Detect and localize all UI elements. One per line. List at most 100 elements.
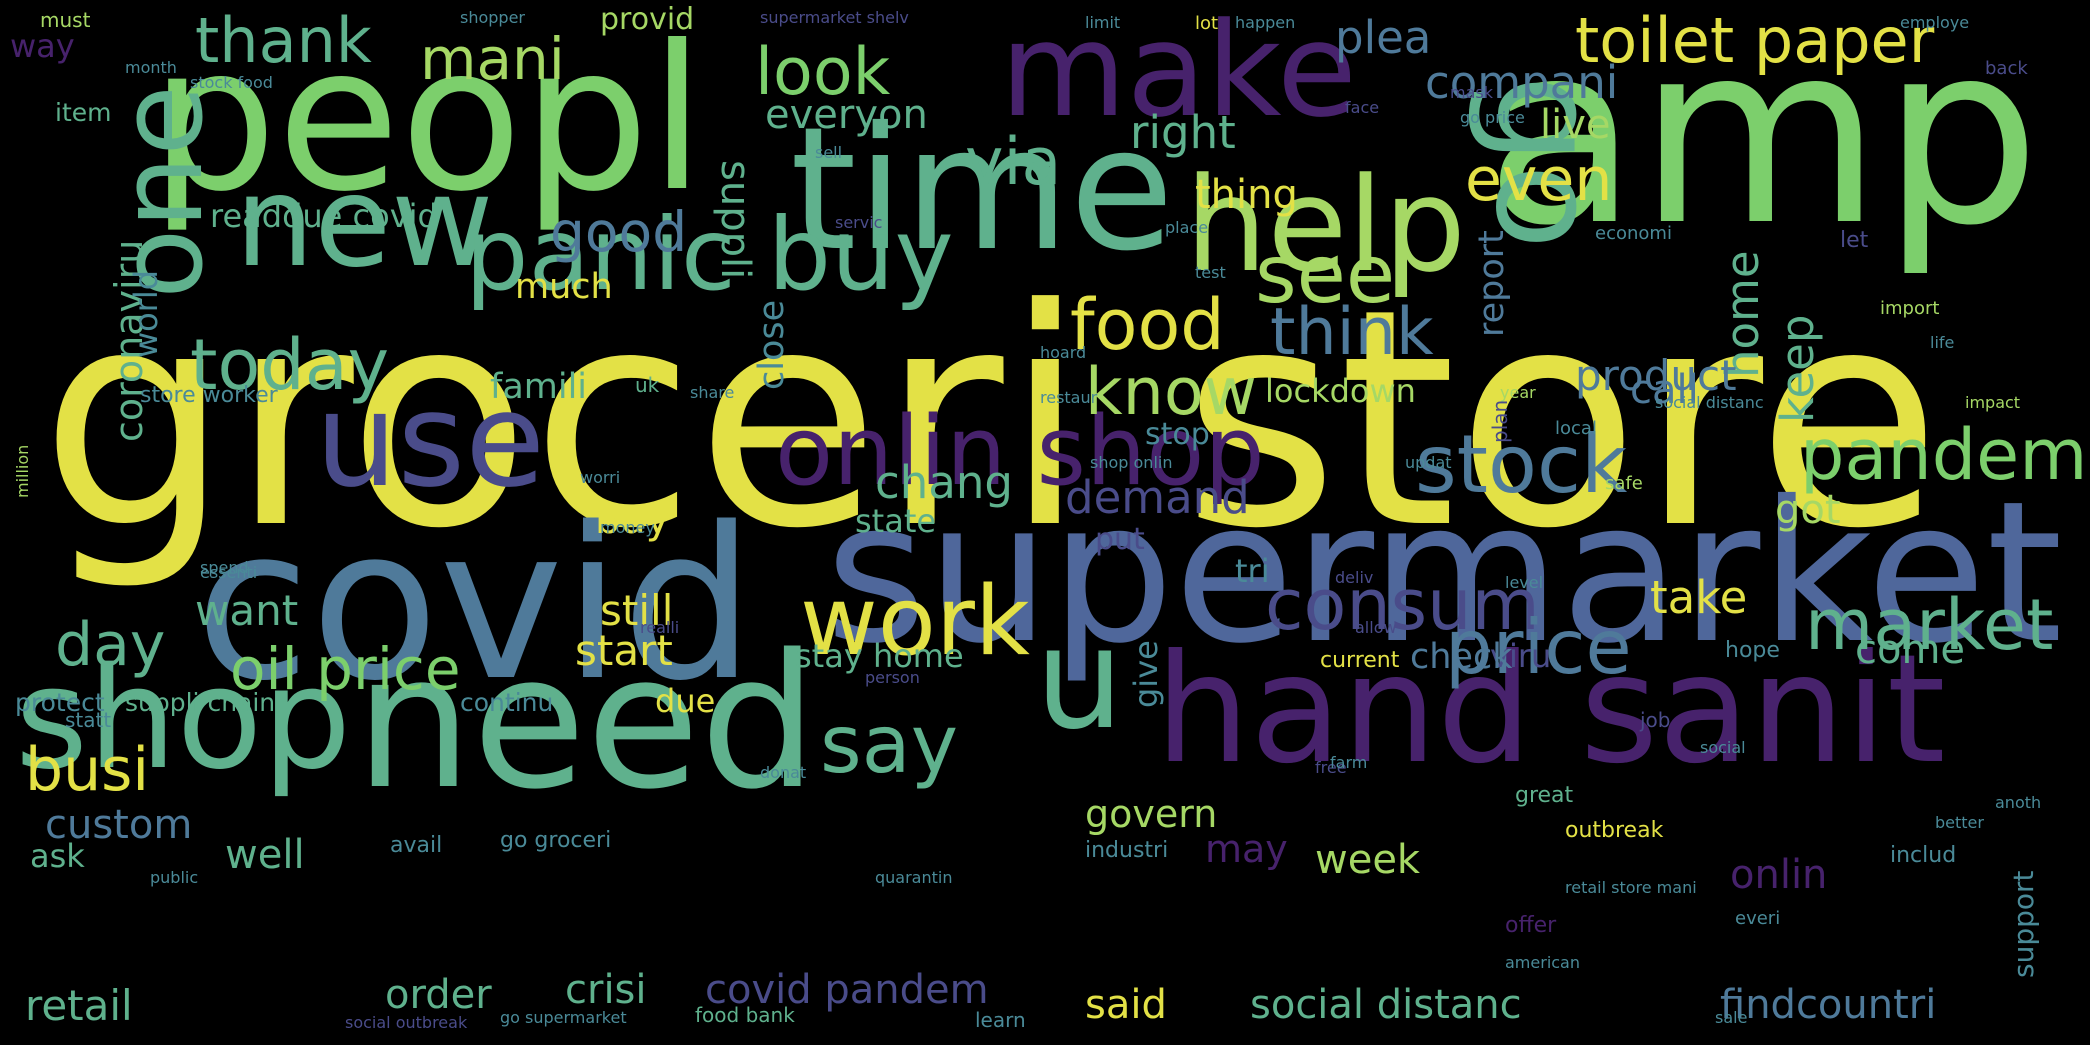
word-today: today <box>190 324 390 406</box>
word-safe: safe <box>1605 473 1643 494</box>
word-much: much <box>515 267 613 307</box>
word-consum: consum <box>1265 564 1540 646</box>
word-market: market <box>1805 584 2054 666</box>
word-let: let <box>1840 228 1869 253</box>
word-delive: deliv <box>1335 568 1374 587</box>
word-busi: busi <box>25 735 150 805</box>
word-hope: hope <box>1725 638 1780 663</box>
word-viru: viru <box>1490 637 1552 675</box>
word-essenti: essenti <box>200 563 258 582</box>
word-work: work <box>800 567 1030 677</box>
word-know: know <box>1085 355 1257 430</box>
word-sell: sell <box>815 143 843 162</box>
word-got: got <box>1775 487 1841 533</box>
word-week: week <box>1315 837 1421 883</box>
word-life: life <box>1930 333 1955 352</box>
word-place: place <box>1165 218 1209 237</box>
word-quarantin: quarantin <box>875 868 953 887</box>
word-go-price: go price <box>1460 108 1525 127</box>
word-call: call <box>1630 367 1699 413</box>
word-share: share <box>690 383 735 402</box>
word-industri: industri <box>1085 838 1169 863</box>
word-covid: covid <box>195 482 755 727</box>
word-outbreak: outbreak <box>1565 818 1664 843</box>
word-employe: employe <box>1900 13 1970 32</box>
word-look: look <box>755 35 891 110</box>
word-million: million <box>13 444 32 498</box>
word-toilet-paper: toilet paper <box>1575 4 1935 77</box>
word-start: start <box>575 626 673 675</box>
word-hoard: hoard <box>1040 343 1087 362</box>
word-avail: avail <box>390 833 443 858</box>
word-item: item <box>55 98 112 127</box>
word-thing: thing <box>1195 172 1298 218</box>
word-help: help <box>1185 149 1467 301</box>
word-year: year <box>1500 383 1536 402</box>
word-social-small2: social <box>1700 738 1746 757</box>
word-go-supermarket: go supermarket <box>500 1008 627 1027</box>
word-social-distanc-small: social distanc <box>1655 393 1764 412</box>
word-public: public <box>150 868 199 887</box>
word-check: check <box>1410 637 1513 677</box>
word-time: time <box>790 91 1175 289</box>
word-make: make <box>1000 0 1357 146</box>
word-retail: retail <box>25 981 133 1030</box>
word-onlin-small: onlin <box>1730 852 1828 898</box>
word-worri: worri <box>580 468 621 487</box>
word-plan: plan <box>1488 399 1512 443</box>
word-import: import <box>1880 298 1940 319</box>
word-anoth: anoth <box>1995 793 2042 812</box>
word-come: come <box>1855 627 1966 673</box>
word-money: money <box>600 518 655 537</box>
word-amp: amp <box>1485 0 2041 280</box>
word-impact: impact <box>1965 393 2021 412</box>
word-oil-price: oil price <box>230 635 461 703</box>
word-statt: statt <box>65 708 112 732</box>
word-buy: buy <box>595 497 670 543</box>
word-store-worker: store worker <box>140 383 278 408</box>
word-thank: thank <box>195 4 372 77</box>
word-price: price <box>1445 603 1632 691</box>
word-suppli: suppli <box>712 160 758 280</box>
word-supermarket-shelv: supermarket shelv <box>760 8 909 27</box>
word-donat: donat <box>760 763 807 782</box>
word-readdue-covid: readdue covid <box>210 197 438 235</box>
word-local: local <box>1555 418 1597 439</box>
word-ever: everi <box>1735 908 1781 929</box>
word-give: give <box>1127 640 1165 708</box>
word-continu: continu <box>460 688 554 717</box>
word-crisi: crisi <box>565 967 647 1013</box>
word-new: new <box>235 150 494 295</box>
word-shopper: shopper <box>460 8 525 27</box>
word-shop-onlin: shop onlin <box>1090 453 1173 472</box>
word-findcountri: findcountri <box>1720 982 1937 1028</box>
word-world: world <box>127 269 165 358</box>
word-uk: uk <box>635 373 660 397</box>
word-everyon: everyon <box>765 92 928 138</box>
word-support: support <box>2007 870 2040 978</box>
word-updat: updat <box>1405 453 1452 472</box>
word-panic-buy: panic buy <box>465 196 954 313</box>
word-take: take <box>1650 571 1748 624</box>
word-demand: demand <box>1065 471 1250 524</box>
word-supermarket: supermarket <box>825 459 2063 686</box>
word-restaur: restaur <box>1040 388 1098 407</box>
word-mani: mani <box>420 25 565 93</box>
word-go-groceri: go groceri <box>500 828 612 853</box>
word-allow: allow <box>1355 618 1397 637</box>
word-put: put <box>1095 522 1145 557</box>
word-peopl: peopl <box>150 3 705 236</box>
word-stock: stock <box>1415 418 1628 511</box>
word-say: say <box>820 698 959 791</box>
word-well: well <box>225 832 305 878</box>
word-spend: spend <box>200 558 249 577</box>
word-see: see <box>1255 228 1396 321</box>
word-live: live <box>1540 102 1611 148</box>
word-offer: offer <box>1505 913 1557 938</box>
word-mask: mask <box>1450 83 1493 102</box>
word-keep: keep <box>1771 314 1824 423</box>
word-custom: custom <box>45 802 193 848</box>
word-suppli-chain: suppli chain <box>125 688 276 717</box>
word-limit: limit <box>1085 13 1121 32</box>
